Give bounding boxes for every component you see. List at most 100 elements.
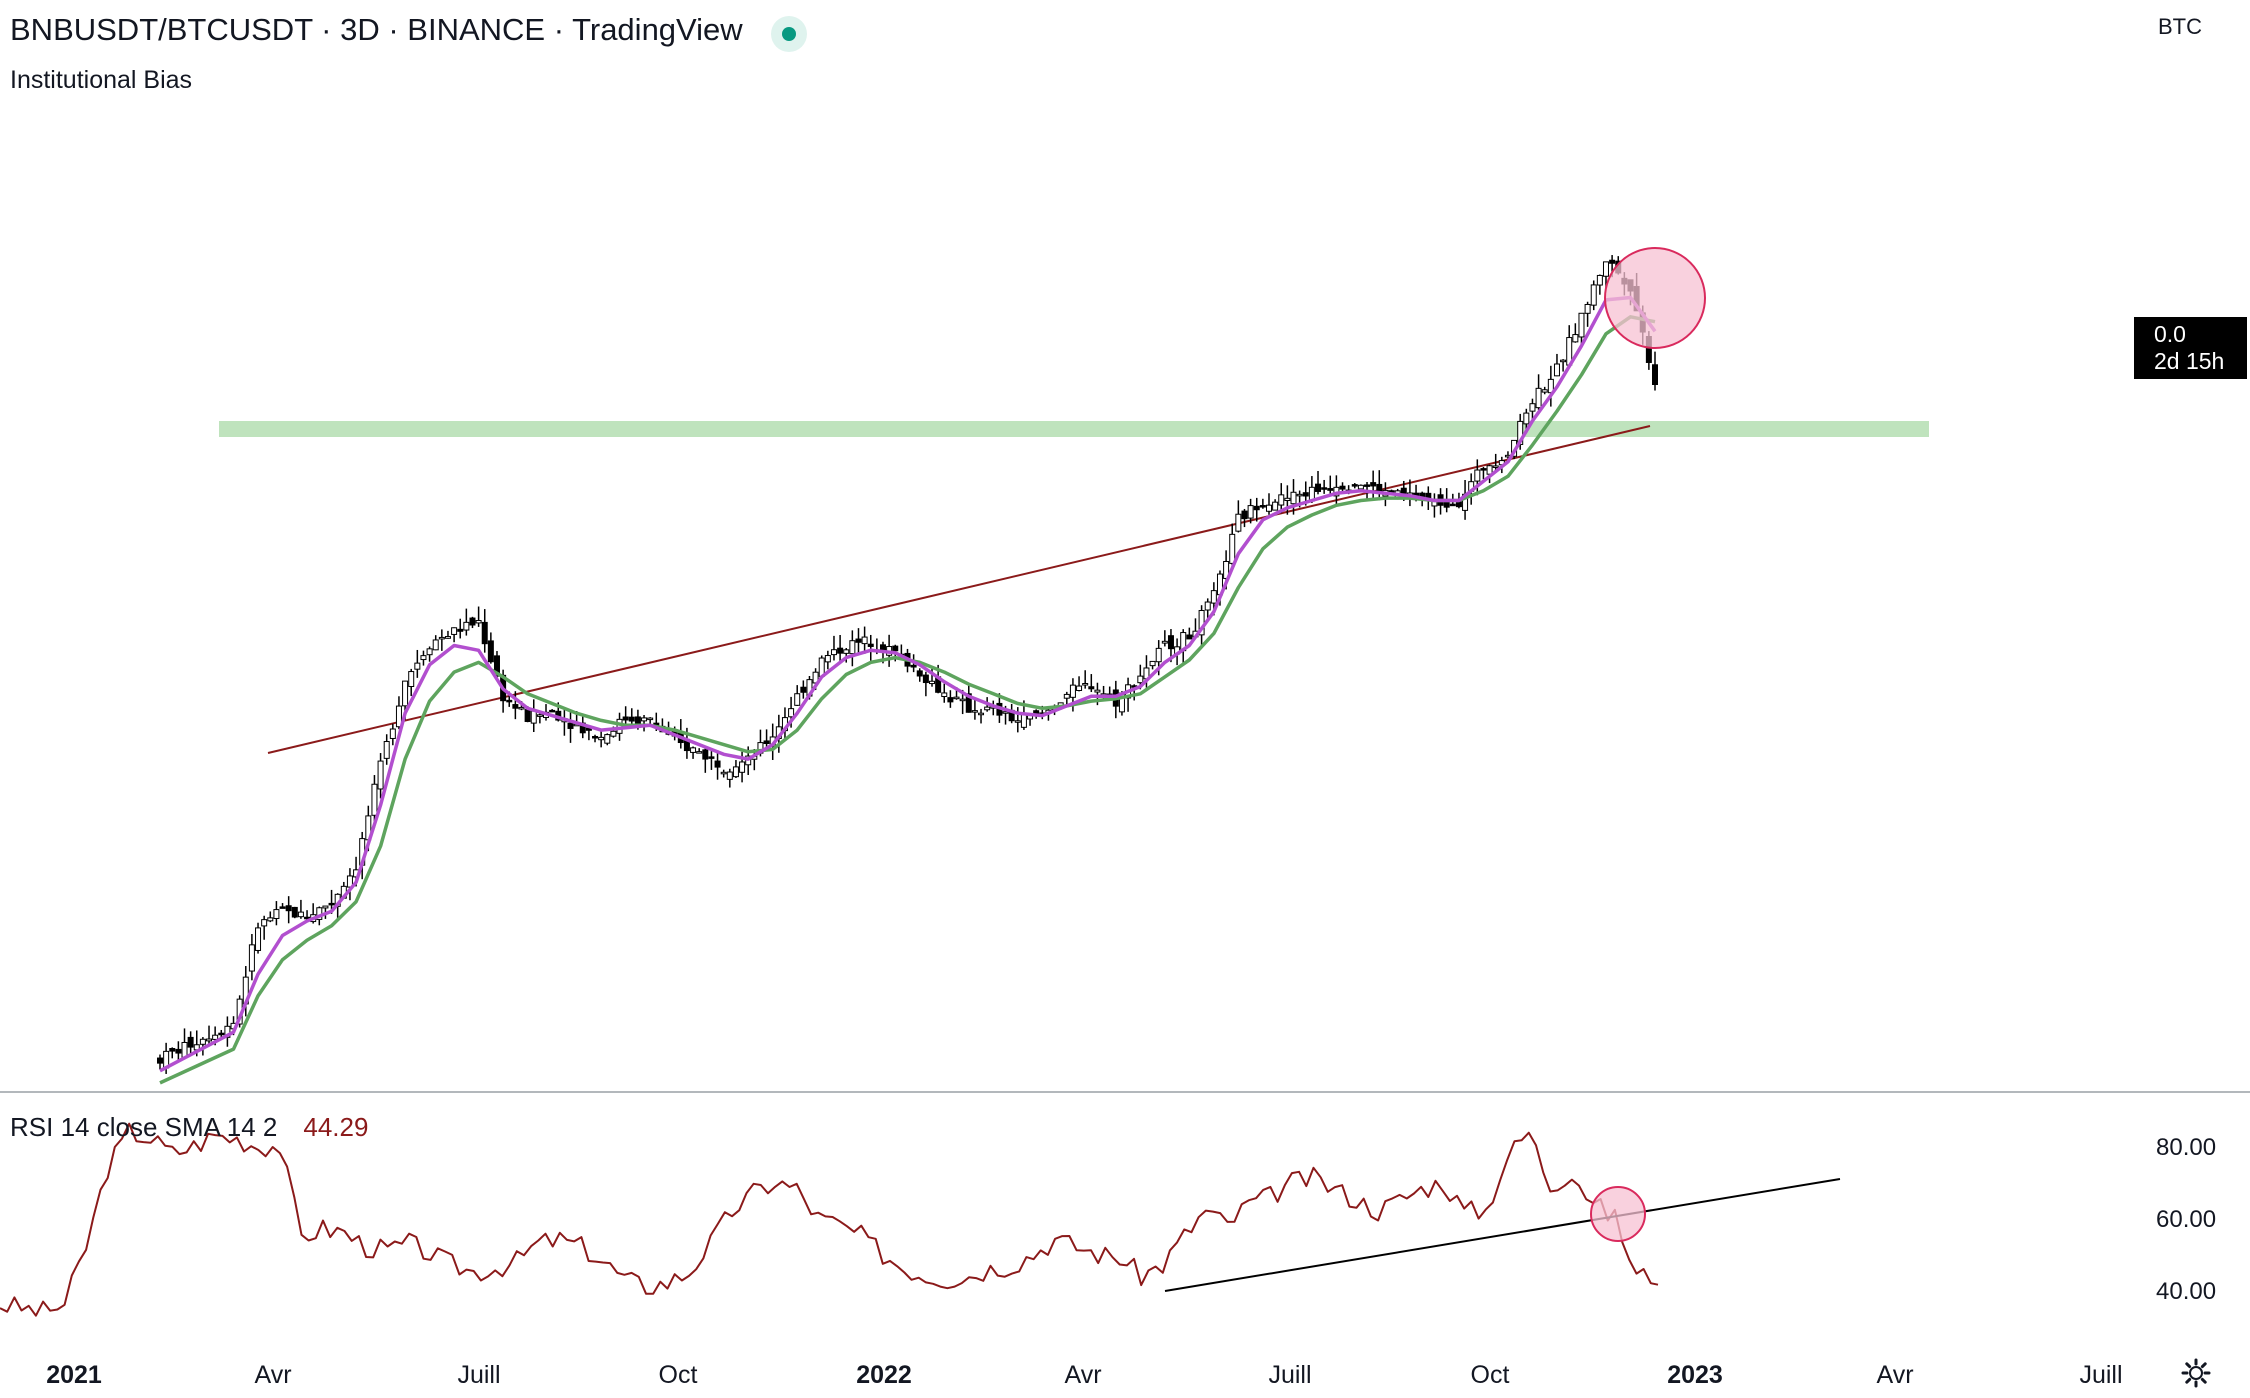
candle-body: [1370, 482, 1377, 487]
candle: [1541, 386, 1548, 395]
candle: [1063, 691, 1070, 706]
candle: [530, 699, 537, 733]
candle-body: [328, 902, 335, 906]
candle-body: [1253, 505, 1260, 511]
rsi-trendline: [1164, 1178, 1841, 1292]
market-status-icon[interactable]: [771, 16, 807, 52]
candle: [1315, 470, 1322, 495]
candle-body: [1523, 412, 1530, 425]
candle-body: [1241, 510, 1248, 520]
candles: [157, 255, 1658, 1074]
candle: [1278, 483, 1285, 514]
candle: [824, 650, 831, 670]
candle: [922, 671, 929, 697]
candle: [947, 690, 954, 708]
candle-body: [1014, 720, 1021, 723]
candle-body: [953, 696, 960, 700]
candle-body: [169, 1048, 176, 1052]
x-tick-label: 2021: [46, 1361, 102, 1389]
x-tick-label: Avr: [1876, 1361, 1913, 1389]
candle: [855, 628, 862, 656]
rsi-tick-label: 40.00: [2156, 1278, 2216, 1305]
candle-body: [1210, 590, 1217, 604]
candle-body: [1480, 468, 1487, 471]
candle: [916, 668, 923, 682]
candle: [861, 626, 868, 654]
candle-body: [824, 655, 831, 663]
candle: [598, 729, 605, 748]
candle-body: [1302, 492, 1309, 497]
candle-body: [451, 627, 458, 635]
candle-body: [714, 760, 721, 768]
candle-body: [1155, 647, 1162, 663]
gear-icon[interactable]: [2181, 1358, 2211, 1388]
candle-body: [1474, 469, 1481, 482]
indicator-name: Institutional Bias: [10, 66, 193, 94]
candle-body: [1357, 484, 1364, 490]
x-tick-label: Oct: [1471, 1361, 1510, 1389]
candle: [1253, 497, 1260, 522]
candle: [561, 708, 568, 736]
candle-body: [794, 693, 801, 706]
candle: [732, 760, 739, 779]
candle: [849, 630, 856, 667]
candle-body: [512, 704, 519, 709]
candle: [1602, 261, 1609, 289]
candle: [444, 630, 451, 639]
candle: [1652, 351, 1658, 391]
candle: [830, 635, 837, 661]
candle-body: [1351, 484, 1358, 487]
candle-body: [518, 706, 525, 710]
candle-body: [1088, 686, 1095, 690]
candle-body: [800, 686, 807, 693]
candle-body: [475, 620, 482, 624]
candle-body: [408, 671, 415, 687]
candle-body: [444, 636, 451, 639]
candle-body: [248, 944, 255, 972]
candle-body: [1204, 601, 1211, 611]
candle: [1204, 598, 1211, 619]
candle-body: [175, 1048, 182, 1054]
candle: [592, 734, 599, 743]
candle-body: [763, 740, 770, 745]
x-tick-label: Juill: [457, 1361, 500, 1389]
candle: [395, 696, 402, 730]
candle-body: [377, 760, 384, 790]
candle-body: [1327, 488, 1334, 491]
candle-body: [1652, 364, 1658, 386]
candle: [475, 606, 482, 627]
candle: [157, 1054, 163, 1070]
candle: [604, 733, 611, 746]
candle: [481, 609, 488, 653]
candle-body: [206, 1038, 213, 1042]
candle: [696, 748, 703, 754]
candle-body: [837, 647, 844, 654]
candle-body: [187, 1036, 194, 1048]
candle-body: [1290, 491, 1297, 505]
candle: [438, 629, 445, 651]
candle: [512, 691, 519, 720]
candle-body: [1584, 303, 1591, 314]
candle-body: [199, 1038, 206, 1045]
candle-body: [322, 905, 329, 909]
candle-body: [212, 1034, 219, 1040]
candle: [1535, 374, 1542, 410]
candle: [1229, 523, 1236, 568]
rsi-legend[interactable]: RSI 14 close SMA 14 2 44.29: [10, 1112, 368, 1143]
candle-body: [1553, 363, 1560, 377]
candle: [457, 618, 464, 639]
candle-body: [1492, 465, 1499, 468]
candle-body: [641, 717, 648, 722]
rsi-legend-value: 44.29: [303, 1112, 369, 1142]
bar-countdown: 2d 15h: [2154, 348, 2225, 374]
candle-body: [604, 734, 611, 744]
candle-body: [984, 706, 991, 711]
last-price-value: 0.0: [2154, 321, 2186, 347]
candle: [971, 698, 978, 720]
candle: [1027, 714, 1034, 726]
candle-body: [1321, 487, 1328, 490]
candle-body: [1137, 675, 1144, 684]
candle: [261, 915, 268, 940]
candle-body: [1069, 684, 1076, 698]
